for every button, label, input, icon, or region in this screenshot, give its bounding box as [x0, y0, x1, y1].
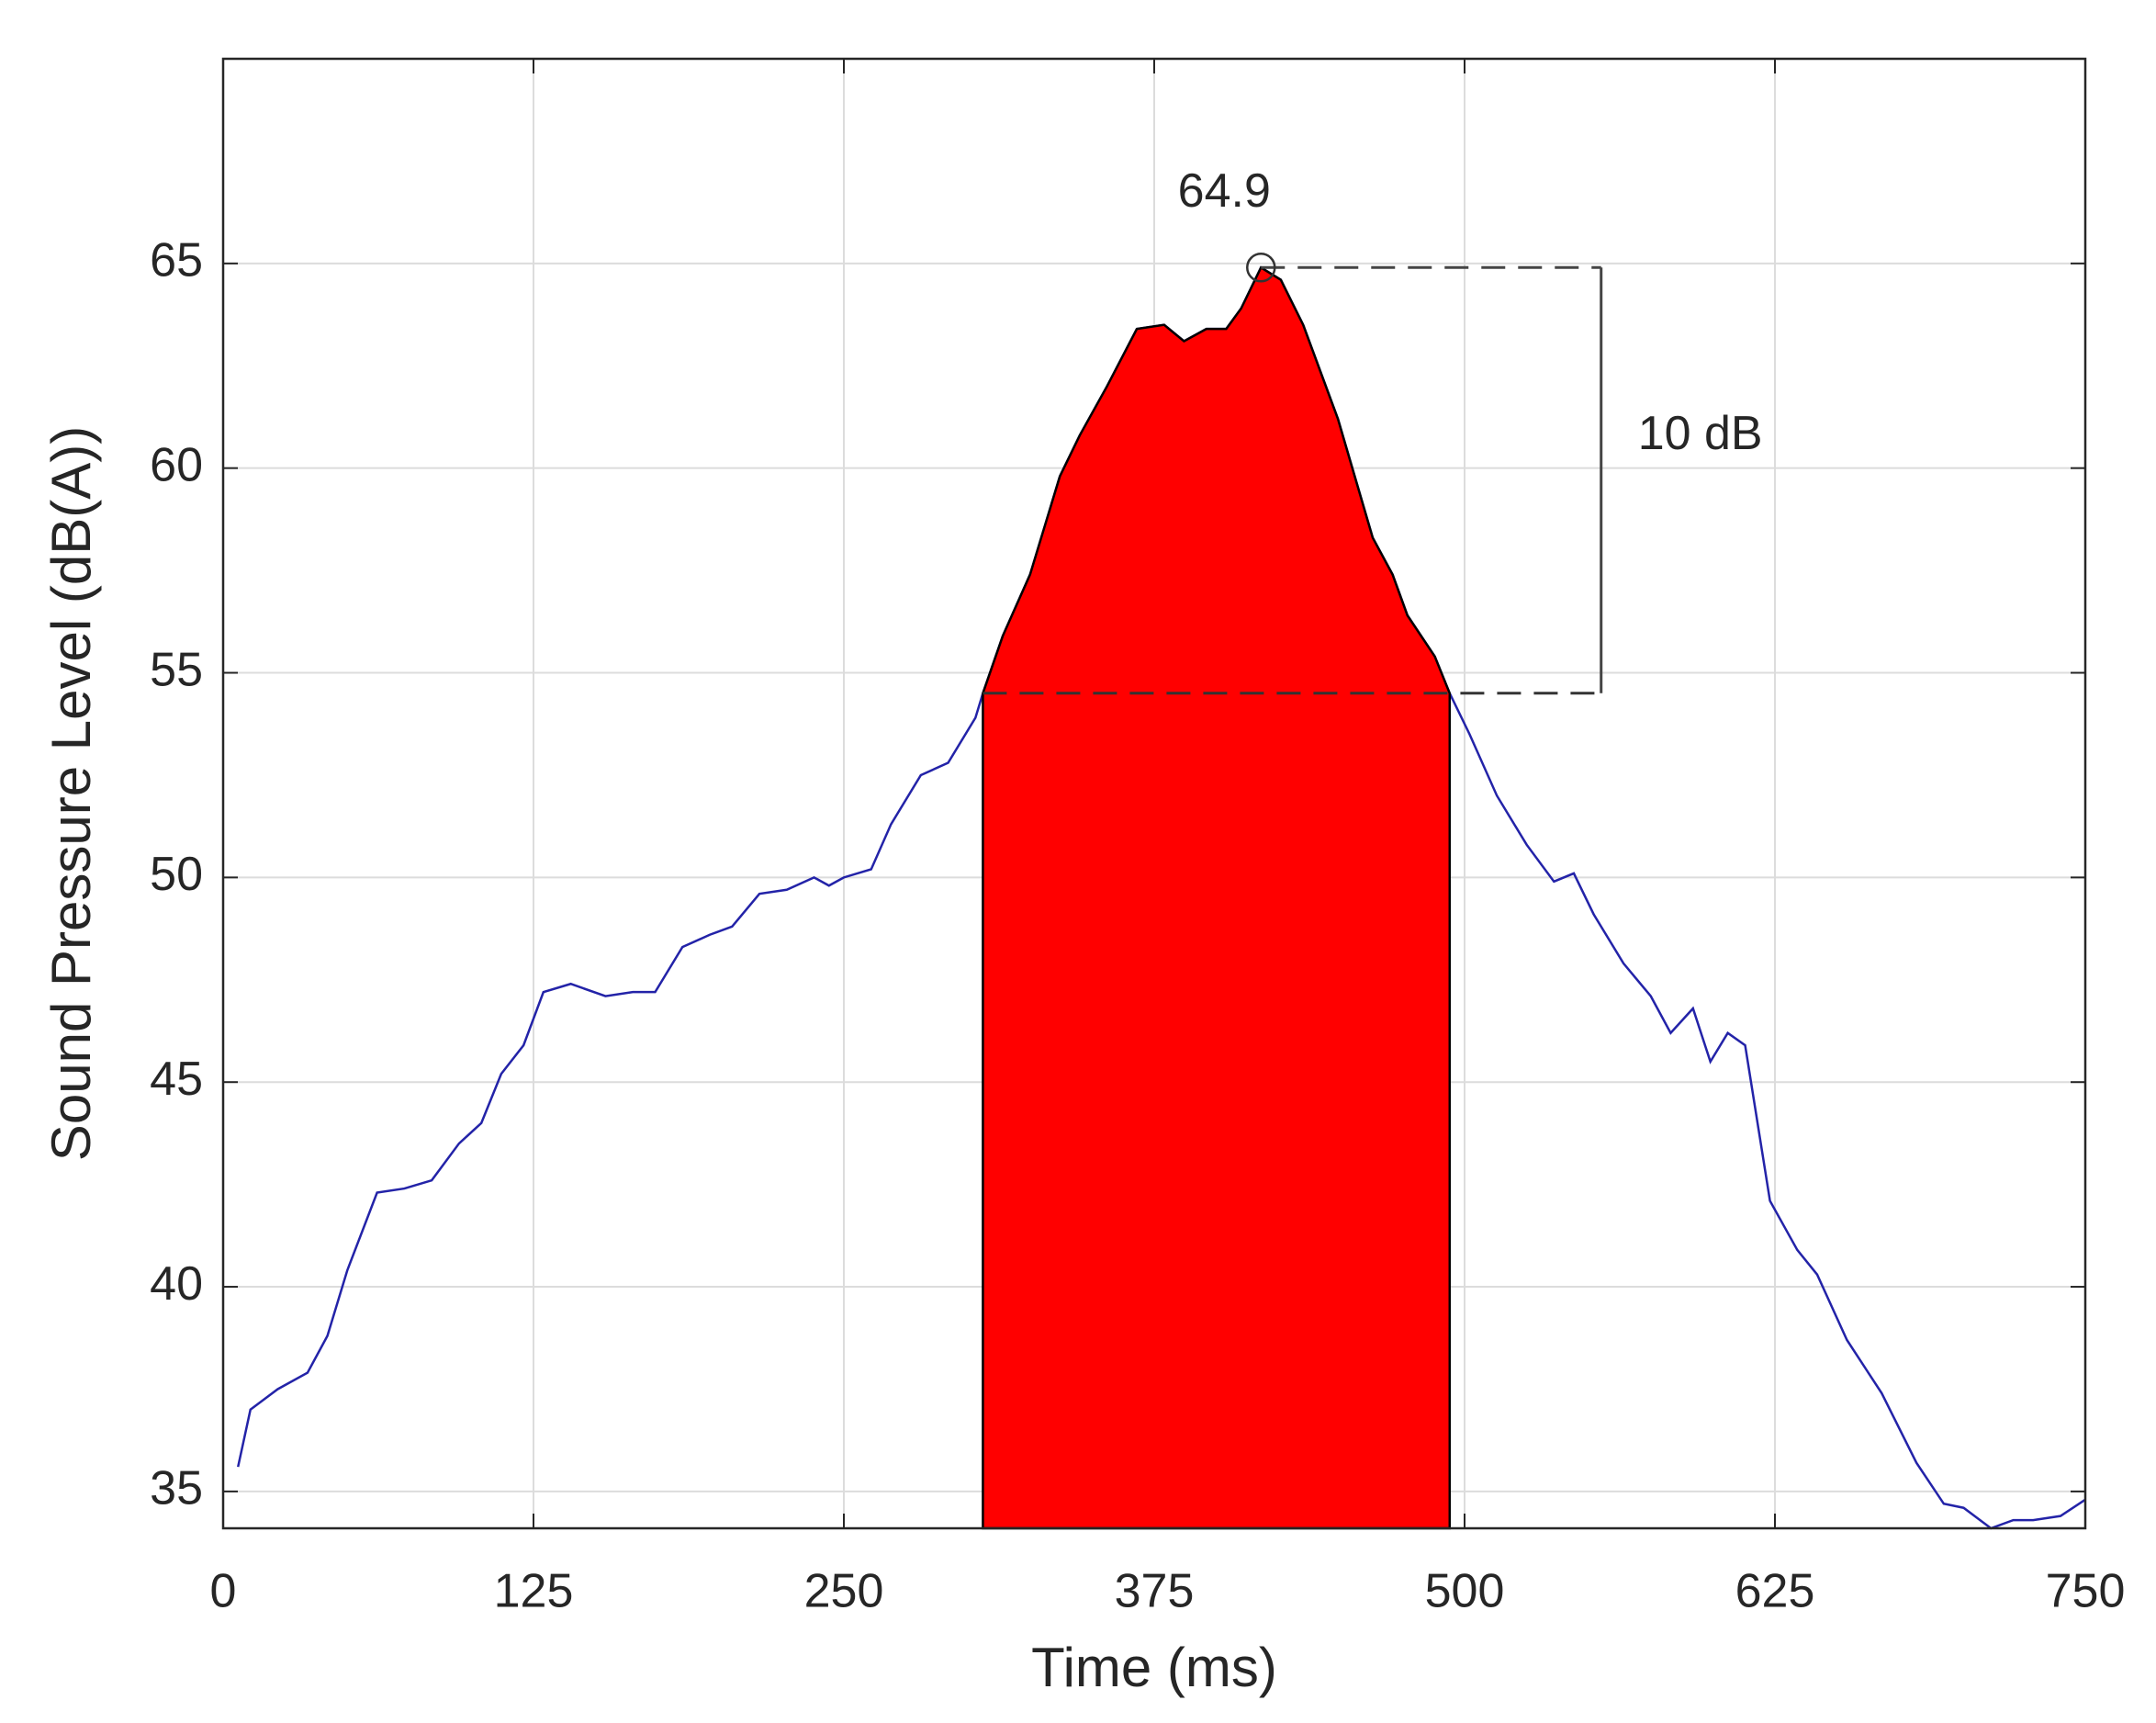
y-tick-label: 65: [150, 234, 203, 287]
x-tick-label: 500: [1425, 1565, 1505, 1618]
x-tick-label: 250: [804, 1565, 884, 1618]
y-tick-label: 40: [150, 1257, 203, 1311]
plot-frame: [221, 57, 2087, 1530]
x-tick-label: 625: [1735, 1565, 1815, 1618]
y-tick-label: 60: [150, 438, 203, 491]
y-tick-label: 35: [150, 1462, 203, 1515]
x-tick-label: 750: [2046, 1565, 2126, 1618]
y-tick-label: 45: [150, 1053, 203, 1106]
x-tick-label: 125: [494, 1565, 574, 1618]
peak-marker: [1246, 253, 1276, 283]
y-tick-label: 50: [150, 848, 203, 901]
y-axis-label: Sound Pressure Level (dB(A)): [40, 426, 102, 1161]
x-tick-label: 375: [1115, 1565, 1195, 1618]
bracket-label: 10 dB: [1638, 407, 1763, 460]
y-tick-label: 55: [150, 643, 203, 696]
x-axis-label: Time (ms): [1031, 1637, 1277, 1698]
x-tick-label: 0: [210, 1565, 237, 1618]
fill-region: [982, 265, 1452, 1530]
peak-label: 64.9: [1178, 164, 1271, 218]
